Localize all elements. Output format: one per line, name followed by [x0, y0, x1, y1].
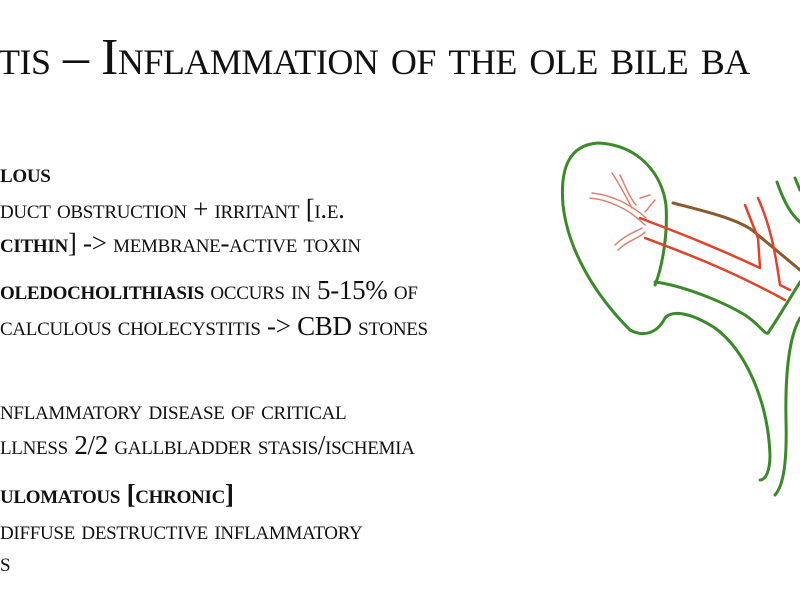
- bullet-line: nflammatory disease of critical: [0, 395, 347, 425]
- slide-title: tis – Inflammation of the ole bile ba: [0, 29, 750, 86]
- bile-duct-red: [638, 196, 792, 302]
- hepatic-duct-outline: [775, 176, 800, 224]
- bullet-line: calculous cholecystitis -> CBD stones: [0, 311, 428, 341]
- bullet-line: oledocholithiasis occurs in 5-15% of: [0, 275, 418, 305]
- bullet-line: cithin] -> membrane-active toxin: [0, 228, 361, 258]
- bullet-line: ulomatous [chronic]: [0, 479, 234, 509]
- bullet-line: duct obstruction + irritant [i.e.: [0, 194, 345, 224]
- artery-vessel: [671, 201, 800, 272]
- bullet-line: diffuse destructive inflammatory: [0, 515, 363, 545]
- gallbladder-outline: [560, 141, 772, 482]
- cystic-duct-outline: [653, 280, 800, 335]
- bullet-line: llness 2/2 gallbladder stasis/ischemia: [0, 430, 415, 460]
- bullet-line: s: [0, 547, 11, 577]
- common-duct-outline: [773, 316, 800, 497]
- bullet-line: lous: [0, 158, 51, 188]
- intrahepatic-branches: [589, 172, 656, 251]
